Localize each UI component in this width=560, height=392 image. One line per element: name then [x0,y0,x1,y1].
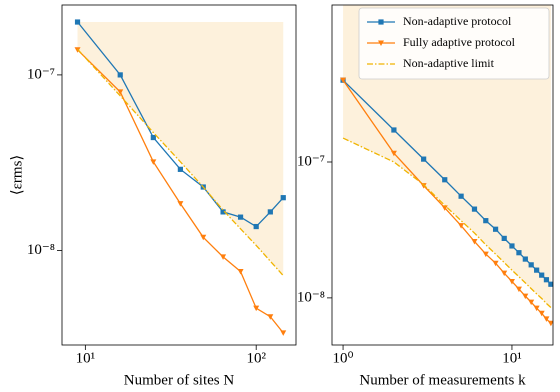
axes-frame [331,4,554,346]
marker [220,209,226,215]
marker [253,223,259,230]
y-tick-label: 10⁻⁸ [27,242,55,258]
plot-area [340,5,553,327]
marker [528,299,535,306]
marker [253,305,260,312]
marker [177,166,183,172]
marker [516,250,522,256]
marker [482,251,489,258]
marker [74,19,81,25]
y-axis-label: ⟨εrms⟩ [9,155,25,196]
marker [492,260,499,267]
marker [340,77,347,84]
marker [501,270,508,277]
marker [471,206,478,212]
marker [177,201,184,207]
y-tick-label: 10⁻⁷ [297,153,325,169]
marker [420,183,427,189]
marker [533,305,540,312]
marker [547,320,553,327]
marker [150,134,156,141]
shaded-region [77,22,284,276]
marker [442,177,448,183]
legend-box [358,7,550,80]
marker [508,278,515,285]
marker [522,256,528,262]
legend-label: Non-adaptive limit [403,56,495,70]
marker [509,243,515,249]
marker [548,281,553,287]
marker [501,235,507,241]
marker [237,214,244,220]
plot-area [74,19,287,336]
x-tick-label: 10⁰ [333,350,354,366]
marker [441,205,448,211]
marker [280,330,287,336]
marker [492,226,499,232]
marker [237,269,244,275]
marker [483,218,489,224]
legend-label: Fully adaptive protocol [403,35,516,49]
x-axis-label: Number of sites N [124,372,235,388]
marker [458,223,465,229]
series-line [77,49,284,334]
axes-frame [61,4,297,346]
marker [543,277,550,283]
x-tick-label: 10¹ [502,350,522,366]
x-axis-label: Number of measurements k [359,372,526,388]
marker [391,127,397,133]
marker [458,193,464,199]
x-tick-label: 10² [246,350,266,366]
marker [220,254,227,260]
marker [421,156,427,162]
marker [471,238,478,245]
y-tick-label: 10⁻⁷ [27,66,55,82]
marker [543,316,550,322]
marker [117,89,124,95]
marker [390,150,397,157]
marker [538,310,545,317]
y-tick-label: 10⁻⁸ [297,289,325,305]
marker [200,234,207,241]
marker [522,293,529,300]
marker [534,267,540,273]
x-tick-label: 10¹ [76,350,96,366]
marker [539,272,545,278]
series-line [342,137,552,308]
legend-marker [378,19,384,25]
legend-marker [378,40,384,46]
marker [267,209,273,215]
series-line [77,21,284,228]
legend-label: Non-adaptive protocol [403,14,512,28]
marker [528,262,534,268]
marker [117,72,123,78]
marker [280,195,286,201]
marker [515,286,522,293]
marker [267,314,274,320]
marker [150,159,157,165]
